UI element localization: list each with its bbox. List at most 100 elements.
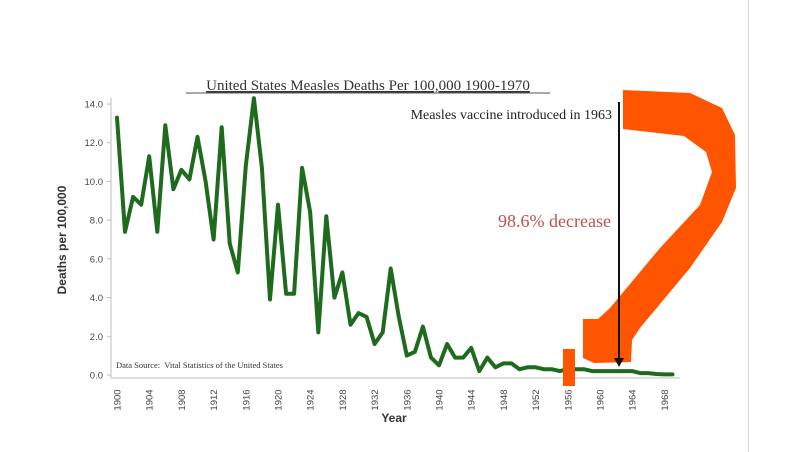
x-tick-label: 1920 xyxy=(274,389,285,410)
orange-small-mark xyxy=(563,349,575,386)
x-tick-label: 1908 xyxy=(177,389,188,410)
data-points xyxy=(116,97,674,376)
data-point xyxy=(639,372,642,374)
y-tick-label: 2.0 xyxy=(90,332,103,343)
data-point xyxy=(583,368,585,370)
data-point xyxy=(406,354,408,357)
data-point xyxy=(615,370,617,372)
data-point xyxy=(373,343,376,345)
data-point xyxy=(414,350,416,353)
data-point xyxy=(454,356,456,359)
x-tick-label: 1928 xyxy=(338,389,349,410)
x-tick-label: 1916 xyxy=(241,389,252,410)
data-point xyxy=(534,366,537,369)
x-tick-label: 1940 xyxy=(435,389,446,410)
data-point xyxy=(325,215,328,218)
data-point xyxy=(623,370,625,372)
data-point xyxy=(558,370,561,372)
data-point xyxy=(655,373,658,375)
data-point xyxy=(671,373,674,376)
data-point xyxy=(575,368,577,370)
data-point xyxy=(156,230,159,233)
vaccine-annotation: Measles vaccine introduced in 1963 xyxy=(411,108,612,123)
data-point xyxy=(140,203,142,206)
x-tick-label: 1936 xyxy=(402,389,413,410)
data-point xyxy=(309,211,312,214)
data-point xyxy=(277,203,279,206)
data-point xyxy=(317,331,320,334)
y-tick-label: 14.0 xyxy=(85,100,104,111)
data-point xyxy=(542,368,545,370)
data-point xyxy=(631,370,633,372)
y-tick-label: 4.0 xyxy=(90,293,103,304)
data-point xyxy=(180,169,183,171)
data-point xyxy=(599,370,601,372)
data-point xyxy=(220,126,223,129)
x-tick-label: 1960 xyxy=(596,389,607,410)
decrease-annotation: 98.6% decrease xyxy=(498,211,611,231)
data-point xyxy=(591,370,593,372)
page-divider xyxy=(748,0,749,452)
x-ticks: 1900 1904 1908 1912 1916 1920 1924 1928 1932 1936… xyxy=(113,389,671,410)
data-point xyxy=(228,242,231,245)
y-tick-label: 0.0 xyxy=(90,371,103,382)
data-source-note: Data Source: Vital Statistics of the Uni… xyxy=(116,360,283,370)
data-point xyxy=(196,136,199,138)
data-point xyxy=(397,316,400,318)
y-tick-label: 6.0 xyxy=(90,254,103,265)
x-tick-label: 1948 xyxy=(499,389,510,410)
data-point xyxy=(462,356,464,359)
data-point xyxy=(647,372,650,374)
data-point xyxy=(188,178,191,181)
data-point xyxy=(502,362,505,365)
x-tick-label: 1932 xyxy=(370,389,381,410)
x-tick-label: 1964 xyxy=(628,389,639,410)
data-point xyxy=(470,347,473,349)
data-point xyxy=(478,370,481,372)
x-axis-label: Year xyxy=(381,411,407,425)
data-point xyxy=(550,368,553,370)
orange-hook-stroke xyxy=(583,90,736,363)
data-point xyxy=(172,188,175,190)
x-tick-label: 1968 xyxy=(660,389,671,410)
data-point xyxy=(269,298,271,301)
data-point xyxy=(124,230,126,233)
y-tick-label: 12.0 xyxy=(85,138,104,149)
data-point xyxy=(446,343,448,345)
x-tick-label: 1912 xyxy=(209,389,220,410)
series-line xyxy=(115,96,675,377)
y-tick-label: 10.0 xyxy=(85,177,104,188)
data-point xyxy=(357,312,360,314)
data-point xyxy=(204,180,207,183)
data-point xyxy=(607,370,609,372)
data-point xyxy=(253,97,255,99)
data-point xyxy=(116,116,118,119)
data-point xyxy=(341,271,344,274)
data-point xyxy=(164,124,167,127)
data-point xyxy=(293,292,295,295)
data-point xyxy=(389,267,392,270)
data-point xyxy=(518,368,521,370)
data-point xyxy=(132,196,134,198)
data-point xyxy=(438,364,440,367)
data-point xyxy=(526,366,529,369)
data-point xyxy=(663,373,666,376)
data-point xyxy=(381,331,384,334)
x-tick-label: 1900 xyxy=(113,389,124,410)
x-tick-label: 1952 xyxy=(531,389,542,410)
x-tick-label: 1956 xyxy=(563,389,574,410)
data-point xyxy=(486,356,489,359)
y-tick-label: 8.0 xyxy=(90,216,103,227)
x-tick-label: 1944 xyxy=(467,389,478,410)
data-point xyxy=(349,323,352,326)
orange-highlight-mark xyxy=(563,90,736,386)
x-tick-label: 1924 xyxy=(306,389,317,410)
data-point xyxy=(245,165,247,167)
data-point xyxy=(301,167,303,169)
data-point xyxy=(236,271,239,274)
data-point xyxy=(333,296,336,299)
data-point xyxy=(422,325,424,328)
vaccine-arrow-head xyxy=(614,358,624,367)
y-axis-label: Deaths per 100,000 xyxy=(55,185,69,294)
